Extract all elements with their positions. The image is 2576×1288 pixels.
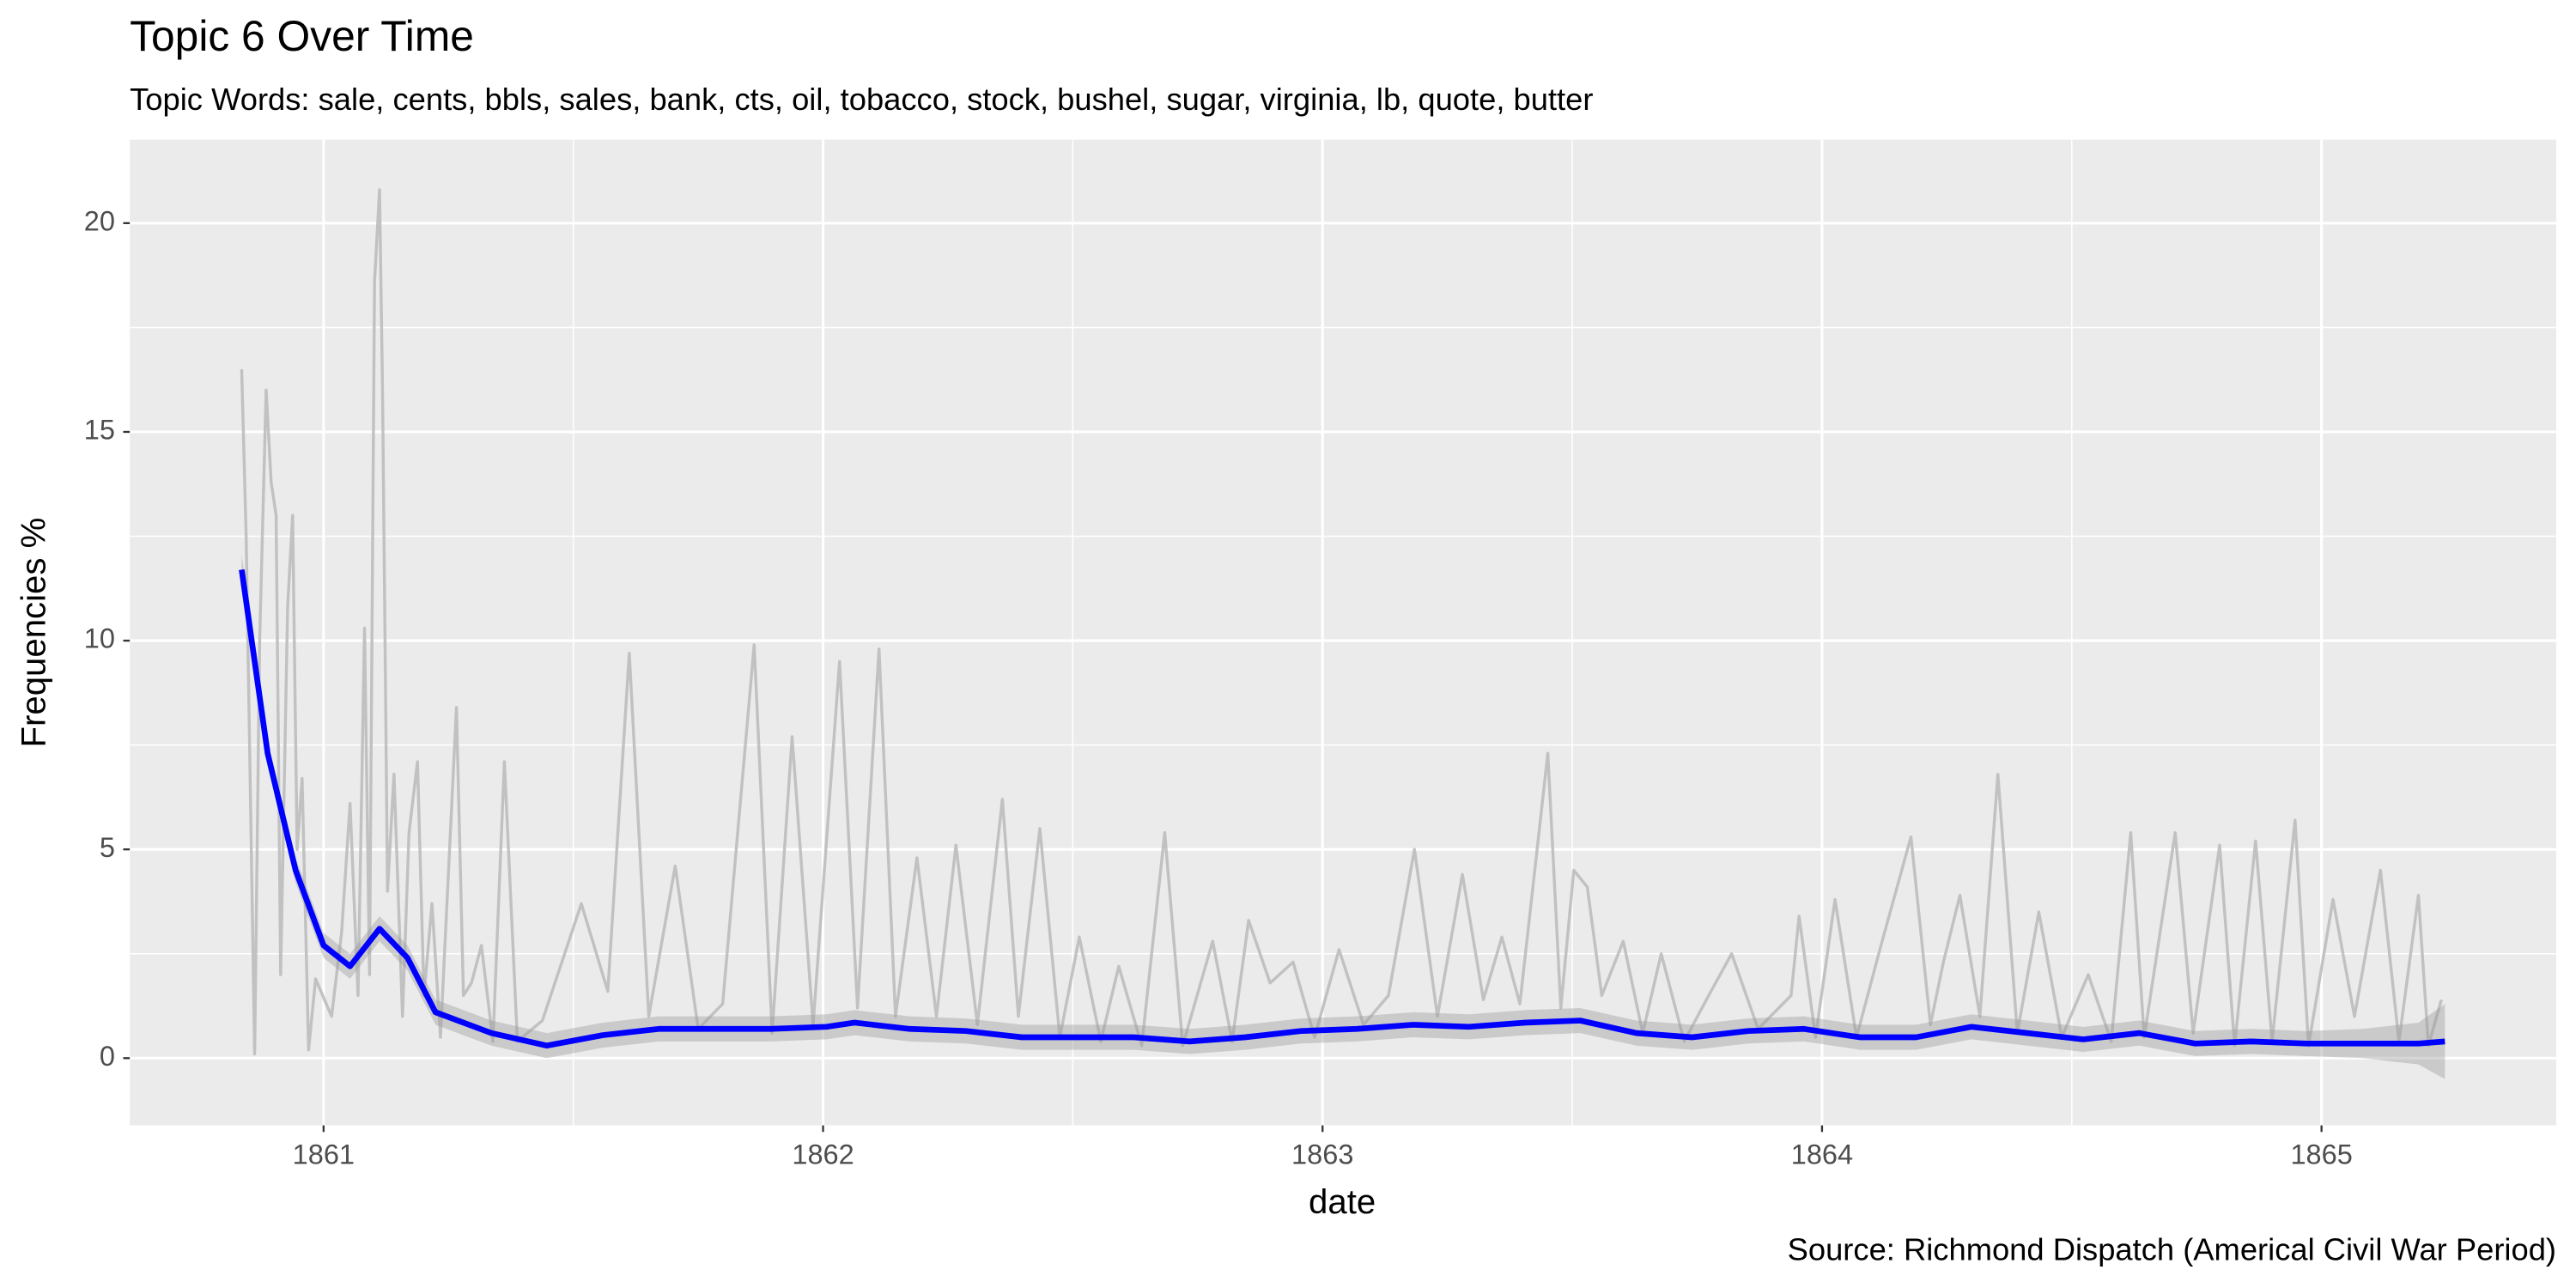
- plot-panel: [130, 139, 2557, 1126]
- chart-title: Topic 6 Over Time: [130, 12, 474, 60]
- y-tick-label: 20: [84, 205, 115, 236]
- frequency-line: [240, 188, 2443, 1056]
- confidence-band: [241, 555, 2445, 1079]
- y-tick-label: 0: [100, 1041, 115, 1072]
- smooth-line: [239, 568, 2445, 1049]
- chart-subtitle: Topic Words: sale, cents, bbls, sales, b…: [130, 82, 1593, 117]
- y-axis-label: Frequencies %: [15, 518, 53, 748]
- x-tick-label: 1861: [293, 1139, 355, 1170]
- y-tick-label: 5: [100, 832, 115, 863]
- y-tick-label: 15: [84, 415, 115, 446]
- x-tick-label: 1862: [792, 1139, 854, 1170]
- y-tick-label: 10: [84, 623, 115, 654]
- x-tick-label: 1865: [2290, 1139, 2352, 1170]
- x-tick-label: 1864: [1791, 1139, 1853, 1170]
- x-tick-label: 1863: [1291, 1139, 1353, 1170]
- caption: Source: Richmond Dispatch (Americal Civi…: [1788, 1232, 2556, 1267]
- x-axis-label: date: [1309, 1182, 1376, 1221]
